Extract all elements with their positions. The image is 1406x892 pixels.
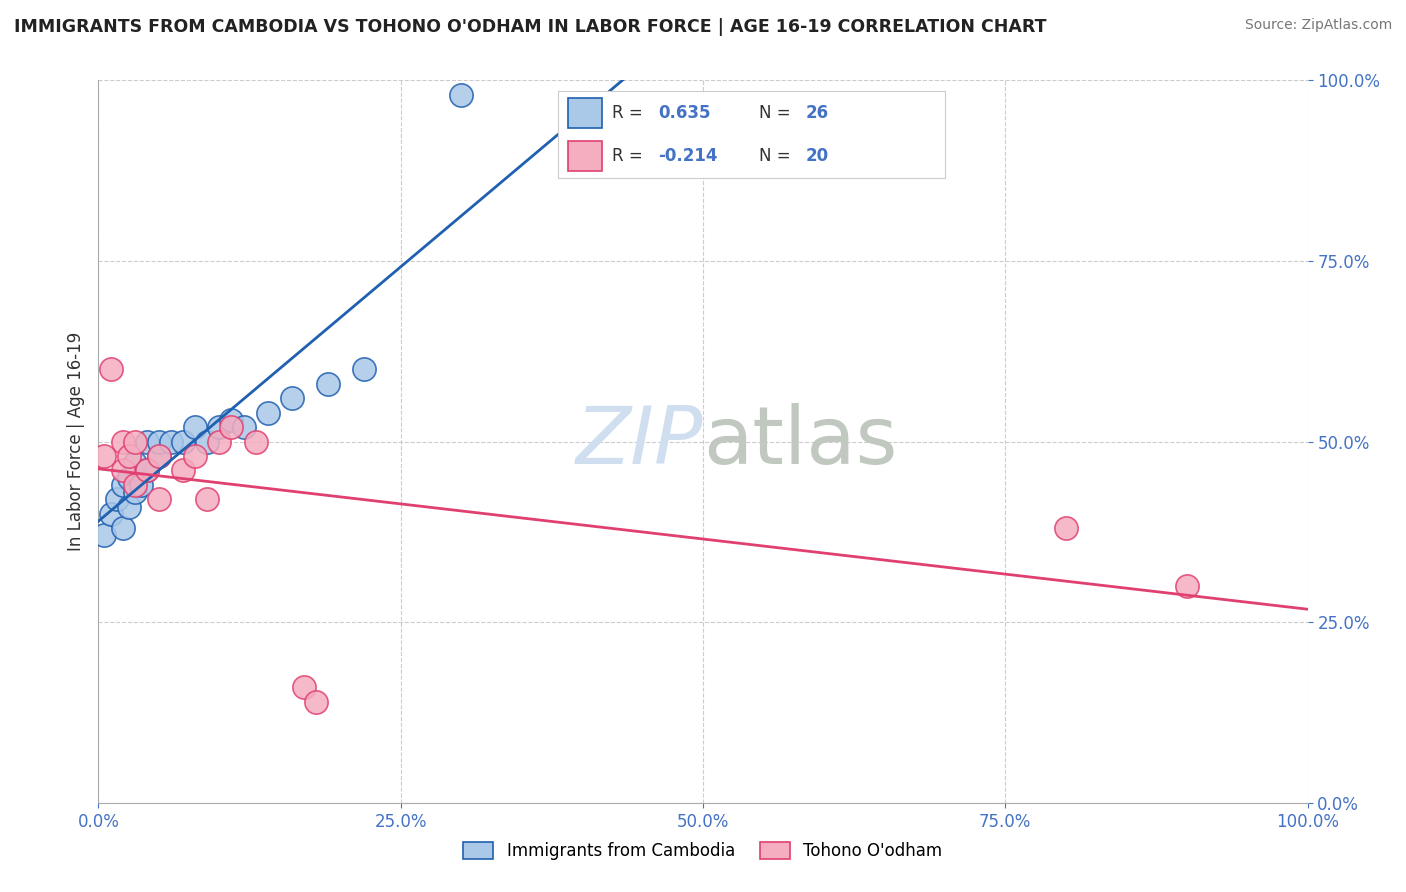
Point — [1175, 579, 1198, 593]
Y-axis label: In Labor Force | Age 16-19: In Labor Force | Age 16-19 — [66, 332, 84, 551]
Point — [105, 492, 128, 507]
Point — [118, 470, 141, 484]
Point — [195, 492, 218, 507]
Point — [124, 456, 146, 470]
Point — [353, 362, 375, 376]
Point — [245, 434, 267, 449]
Point — [208, 420, 231, 434]
Text: ZIP: ZIP — [575, 402, 703, 481]
Point — [316, 376, 339, 391]
Point — [195, 434, 218, 449]
Point — [305, 695, 328, 709]
Point — [148, 449, 170, 463]
Text: atlas: atlas — [703, 402, 897, 481]
Point — [184, 449, 207, 463]
Point — [135, 434, 157, 449]
Point — [256, 406, 278, 420]
Point — [172, 434, 194, 449]
Point — [100, 507, 122, 521]
Point — [93, 528, 115, 542]
Point — [124, 478, 146, 492]
Point — [292, 680, 315, 694]
Point — [148, 449, 170, 463]
Text: IMMIGRANTS FROM CAMBODIA VS TOHONO O'ODHAM IN LABOR FORCE | AGE 16-19 CORRELATIO: IMMIGRANTS FROM CAMBODIA VS TOHONO O'ODH… — [14, 18, 1046, 36]
Point — [111, 478, 134, 492]
Point — [135, 463, 157, 477]
Point — [118, 449, 141, 463]
Point — [281, 391, 304, 405]
Text: Source: ZipAtlas.com: Source: ZipAtlas.com — [1244, 18, 1392, 32]
Point — [450, 87, 472, 102]
Point — [124, 485, 146, 500]
Point — [135, 463, 157, 477]
Point — [221, 413, 243, 427]
Point — [208, 434, 231, 449]
Point — [124, 434, 146, 449]
Point — [100, 362, 122, 376]
Point — [160, 434, 183, 449]
Legend: Immigrants from Cambodia, Tohono O'odham: Immigrants from Cambodia, Tohono O'odham — [457, 835, 949, 867]
Point — [172, 463, 194, 477]
Point — [118, 500, 141, 514]
Point — [232, 420, 254, 434]
Point — [93, 449, 115, 463]
Point — [111, 434, 134, 449]
Point — [129, 478, 152, 492]
Point — [1054, 521, 1077, 535]
Point — [148, 492, 170, 507]
Point — [184, 420, 207, 434]
Point — [221, 420, 243, 434]
Point — [111, 463, 134, 477]
Point — [148, 434, 170, 449]
Point — [111, 521, 134, 535]
